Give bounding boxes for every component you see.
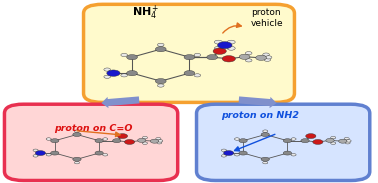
Circle shape <box>227 46 235 50</box>
Circle shape <box>214 40 222 44</box>
Circle shape <box>156 137 161 140</box>
Circle shape <box>127 55 138 60</box>
Circle shape <box>234 154 240 156</box>
Circle shape <box>263 161 268 164</box>
Text: NH$_4^+$: NH$_4^+$ <box>132 3 160 22</box>
Circle shape <box>245 59 252 62</box>
Circle shape <box>46 138 51 140</box>
Circle shape <box>301 139 309 143</box>
Circle shape <box>207 55 218 60</box>
Circle shape <box>51 139 59 143</box>
Circle shape <box>143 136 147 139</box>
Circle shape <box>221 149 226 152</box>
Circle shape <box>326 138 334 142</box>
Circle shape <box>283 139 291 143</box>
Circle shape <box>150 139 159 143</box>
FancyBboxPatch shape <box>84 4 294 102</box>
Circle shape <box>331 136 336 139</box>
Circle shape <box>214 46 222 50</box>
Circle shape <box>143 142 147 144</box>
Circle shape <box>345 141 350 144</box>
Circle shape <box>138 138 146 142</box>
Circle shape <box>155 47 166 52</box>
Circle shape <box>95 151 103 155</box>
Circle shape <box>35 151 45 156</box>
Circle shape <box>107 70 120 76</box>
Circle shape <box>194 74 201 77</box>
Circle shape <box>51 151 59 155</box>
Circle shape <box>184 71 195 76</box>
Circle shape <box>261 132 270 137</box>
Circle shape <box>158 43 164 46</box>
Circle shape <box>33 149 38 152</box>
Circle shape <box>155 79 166 84</box>
Circle shape <box>127 71 138 76</box>
Circle shape <box>291 154 296 156</box>
Circle shape <box>158 84 164 87</box>
Text: proton on NH2: proton on NH2 <box>222 111 299 120</box>
Circle shape <box>73 157 81 161</box>
Circle shape <box>194 53 201 57</box>
Circle shape <box>121 74 127 77</box>
Circle shape <box>265 56 272 59</box>
Circle shape <box>95 139 103 143</box>
Circle shape <box>74 130 79 132</box>
Circle shape <box>291 138 296 140</box>
Circle shape <box>157 141 162 144</box>
Circle shape <box>124 139 135 144</box>
Circle shape <box>217 42 232 49</box>
Circle shape <box>306 134 316 139</box>
Circle shape <box>245 52 252 55</box>
Circle shape <box>184 55 195 60</box>
FancyBboxPatch shape <box>197 104 370 180</box>
Circle shape <box>264 58 271 61</box>
Circle shape <box>344 137 349 140</box>
Circle shape <box>104 75 110 78</box>
FancyBboxPatch shape <box>5 104 178 180</box>
Circle shape <box>283 151 291 155</box>
Circle shape <box>33 155 38 157</box>
Circle shape <box>339 139 347 143</box>
Text: proton on C=O: proton on C=O <box>54 124 132 133</box>
Circle shape <box>118 134 128 139</box>
Circle shape <box>158 140 163 142</box>
Circle shape <box>213 48 226 54</box>
Circle shape <box>73 132 81 137</box>
Text: proton
vehicle: proton vehicle <box>251 8 284 28</box>
Circle shape <box>113 139 121 143</box>
Circle shape <box>239 139 247 143</box>
Circle shape <box>256 55 266 60</box>
Circle shape <box>261 157 270 161</box>
Circle shape <box>103 138 108 140</box>
Circle shape <box>239 151 247 155</box>
Circle shape <box>239 54 250 59</box>
Circle shape <box>346 140 351 142</box>
Circle shape <box>263 53 270 56</box>
Circle shape <box>331 142 336 144</box>
Circle shape <box>103 154 108 156</box>
Circle shape <box>263 130 268 132</box>
Circle shape <box>121 53 127 57</box>
Circle shape <box>46 154 51 156</box>
Circle shape <box>222 56 235 62</box>
Circle shape <box>104 68 110 71</box>
Circle shape <box>234 138 240 140</box>
Circle shape <box>221 155 226 157</box>
Circle shape <box>227 40 235 44</box>
Circle shape <box>74 161 79 164</box>
Circle shape <box>313 139 323 144</box>
Circle shape <box>223 151 234 156</box>
